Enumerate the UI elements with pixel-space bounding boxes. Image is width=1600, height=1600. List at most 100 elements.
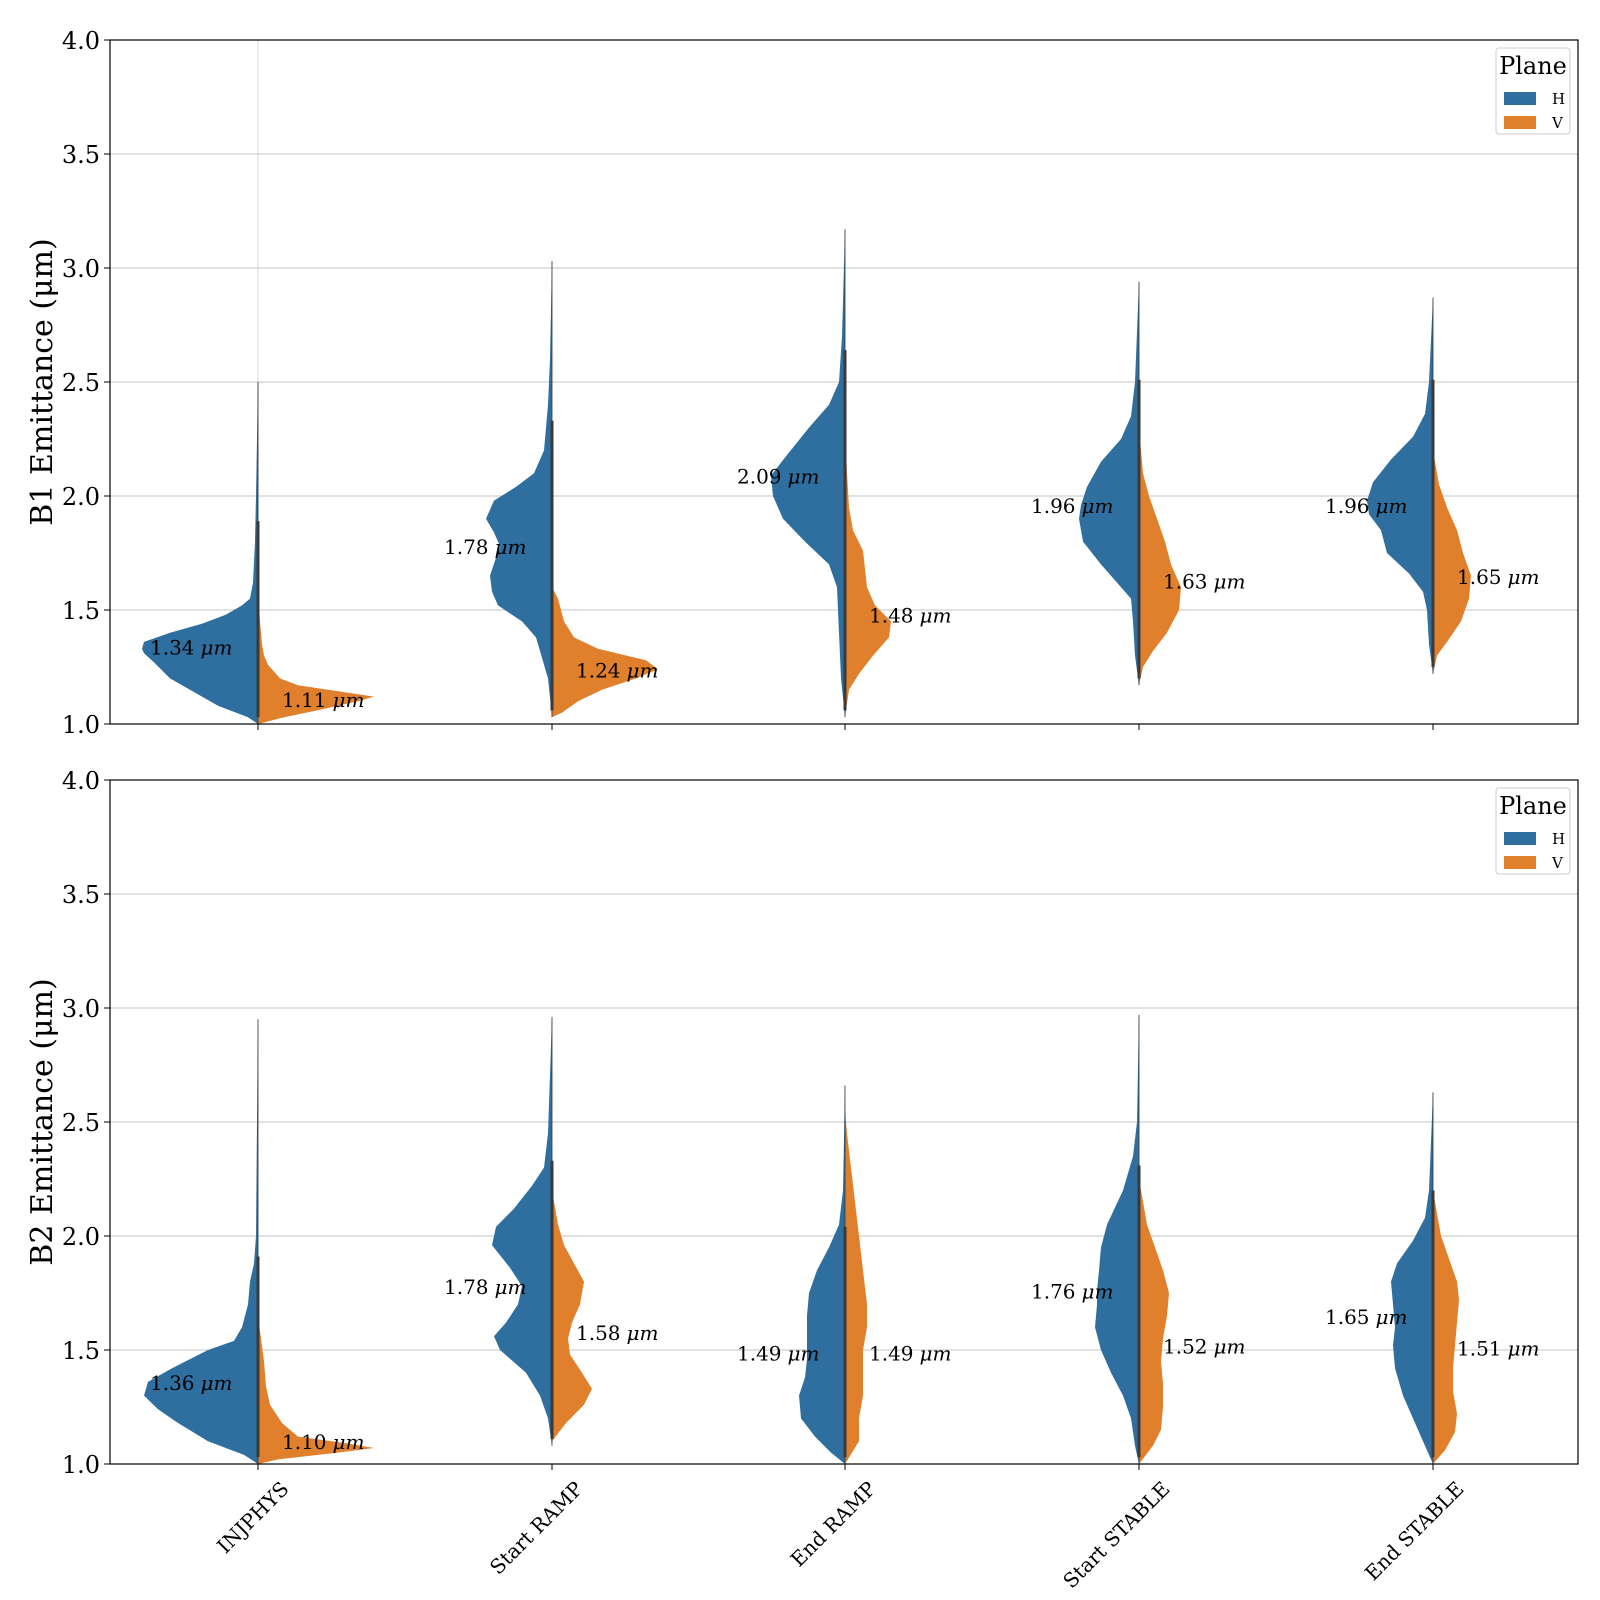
median-value: 1.65 (1457, 565, 1502, 589)
violin-h-0 (142, 382, 258, 724)
legend-label-v: V (1551, 114, 1564, 132)
y-tick-label: 1.5 (62, 597, 100, 625)
median-label-h: 1.65 μm (1325, 1305, 1408, 1329)
median-value: 1.78 (444, 535, 489, 559)
median-label-h: 2.09 μm (737, 464, 820, 488)
median-value: 1.65 (1325, 1305, 1370, 1329)
y-tick-label: 3.0 (62, 995, 100, 1023)
median-unit: μm (495, 1275, 527, 1299)
median-value: 2.09 (737, 464, 782, 488)
median-unit: μm (1508, 1337, 1540, 1361)
median-label-v: 1.52 μm (1163, 1334, 1246, 1358)
median-unit: μm (627, 658, 659, 682)
y-tick-label: 1.0 (62, 1451, 100, 1479)
violin-v-2 (845, 427, 891, 718)
violin-v-1 (552, 587, 658, 718)
median-value: 1.10 (282, 1430, 327, 1454)
panel-b2: 1.01.52.02.53.03.54.01.36 μm1.10 μm1.78 μm1… (25, 767, 1579, 1479)
panel-b1: 1.01.52.02.53.03.54.01.34 μm1.11 μm1.78 μm1… (25, 27, 1579, 739)
legend-box (1495, 787, 1571, 875)
median-label-h: 1.36 μm (150, 1371, 233, 1395)
median-label-v: 1.48 μm (869, 604, 952, 628)
median-value: 1.78 (444, 1275, 489, 1299)
x-tick-label: Start RAMP (485, 1477, 588, 1580)
y-tick-label: 4.0 (62, 27, 100, 55)
legend-swatch-h (1504, 92, 1536, 105)
median-label-h: 1.96 μm (1031, 494, 1114, 518)
median-label-v: 1.24 μm (576, 658, 659, 682)
violin-h-4 (1391, 1092, 1433, 1464)
median-value: 1.36 (150, 1371, 195, 1395)
median-unit: μm (788, 464, 820, 488)
median-value: 1.52 (1163, 1334, 1208, 1358)
y-tick-label: 2.5 (62, 1109, 100, 1137)
median-label-v: 1.65 μm (1457, 565, 1540, 589)
x-tick-label: Start STABLE (1058, 1477, 1174, 1593)
violin-h-2 (799, 1085, 845, 1464)
median-value: 1.49 (737, 1341, 782, 1365)
violin-v-0 (258, 1315, 374, 1464)
median-label-v: 1.10 μm (282, 1430, 365, 1454)
median-label-h: 1.78 μm (444, 535, 527, 559)
median-label-v: 1.11 μm (282, 688, 365, 712)
y-tick-label: 2.5 (62, 369, 100, 397)
x-tick-label: End STABLE (1360, 1477, 1469, 1586)
y-axis-label: B2 Emittance (μm) (25, 978, 60, 1265)
median-label-h: 1.49 μm (737, 1341, 820, 1365)
median-unit: μm (333, 688, 365, 712)
legend-box (1495, 47, 1571, 135)
legend-title: Plane (1499, 52, 1567, 80)
violin-h-4 (1367, 297, 1433, 674)
median-unit: μm (788, 1341, 820, 1365)
median-label-v: 1.49 μm (869, 1341, 952, 1365)
median-value: 1.49 (869, 1341, 914, 1365)
y-tick-label: 1.5 (62, 1337, 100, 1365)
x-tick-label: End RAMP (786, 1477, 881, 1572)
violin-h-3 (1079, 281, 1139, 686)
violin-h-2 (771, 229, 845, 718)
y-tick-label: 4.0 (62, 767, 100, 795)
median-unit: μm (920, 604, 952, 628)
violin-v-3 (1139, 1179, 1169, 1464)
violin-h-1 (492, 1017, 552, 1446)
median-value: 1.34 (150, 635, 195, 659)
legend-label-v: V (1551, 854, 1564, 872)
legend-swatch-h (1504, 832, 1536, 845)
y-tick-label: 3.5 (62, 141, 100, 169)
median-value: 1.63 (1163, 569, 1208, 593)
median-unit: μm (333, 1430, 365, 1454)
legend-swatch-v (1504, 856, 1536, 869)
violin-v-3 (1139, 427, 1181, 686)
x-tick-label: INJPHYS (212, 1477, 293, 1558)
median-unit: μm (920, 1341, 952, 1365)
median-label-h: 1.34 μm (150, 635, 233, 659)
y-tick-label: 3.0 (62, 255, 100, 283)
y-tick-label: 2.0 (62, 1223, 100, 1251)
median-value: 1.76 (1031, 1280, 1076, 1304)
violin-v-4 (1433, 1190, 1459, 1464)
median-unit: μm (1376, 1305, 1408, 1329)
axes-frame (109, 779, 1579, 1465)
y-axis-label: B1 Emittance (μm) (25, 238, 60, 525)
y-tick-label: 3.5 (62, 881, 100, 909)
violin-v-2 (845, 1110, 867, 1464)
y-tick-label: 2.0 (62, 483, 100, 511)
legend-swatch-v (1504, 116, 1536, 129)
legend-label-h: H (1552, 830, 1565, 848)
median-value: 1.24 (576, 658, 621, 682)
median-unit: μm (1082, 1280, 1114, 1304)
median-value: 1.96 (1031, 494, 1076, 518)
median-unit: μm (627, 1321, 659, 1345)
violin-v-1 (552, 1190, 592, 1442)
violin-h-0 (144, 1019, 258, 1464)
median-label-h: 1.96 μm (1325, 494, 1408, 518)
violin-v-0 (258, 587, 374, 724)
legend-label-h: H (1552, 90, 1565, 108)
y-tick-label: 1.0 (62, 711, 100, 739)
median-value: 1.96 (1325, 494, 1370, 518)
median-label-h: 1.78 μm (444, 1275, 527, 1299)
median-label-h: 1.76 μm (1031, 1280, 1114, 1304)
median-unit: μm (1376, 494, 1408, 518)
median-unit: μm (1508, 565, 1540, 589)
